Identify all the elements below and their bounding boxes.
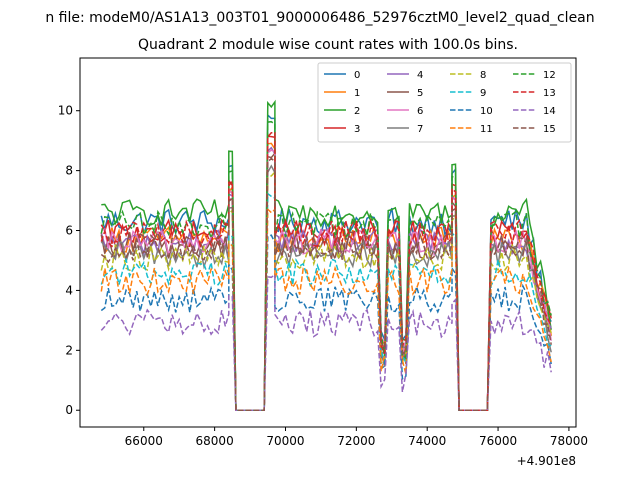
series-line-13 [100, 131, 552, 411]
x-tick-label: 74000 [408, 434, 446, 448]
x-tick-label: 68000 [196, 434, 234, 448]
series-line-10 [100, 234, 552, 411]
y-tick-label: 6 [65, 224, 73, 238]
y-tick-label: 2 [65, 343, 73, 357]
legend-label: 12 [543, 70, 556, 81]
legend-label: 5 [417, 88, 423, 99]
y-tick-label: 0 [65, 403, 73, 417]
y-tick-label: 10 [58, 104, 73, 118]
legend-label: 3 [354, 124, 360, 135]
y-tick-label: 4 [65, 283, 73, 297]
legend-label: 13 [543, 88, 556, 99]
x-offset-label: +4.901e8 [517, 454, 576, 468]
series-line-9 [100, 192, 552, 411]
series-line-15 [100, 157, 552, 411]
legend-label: 7 [417, 124, 423, 135]
legend-label: 10 [480, 106, 493, 117]
legend-box [317, 62, 572, 143]
chart-suptitle: n file: modeM0/AS1A13_003T01_9000006486_… [45, 10, 594, 26]
plot-frame [79, 57, 577, 428]
chart-title: Quadrant 2 module wise count rates with … [138, 37, 518, 53]
y-tick-label: 8 [65, 164, 73, 178]
series-lines [100, 99, 552, 411]
legend-label: 11 [480, 124, 493, 135]
series-line-3 [100, 135, 552, 411]
series-line-11 [100, 207, 552, 411]
legend-label: 6 [417, 106, 423, 117]
legend-label: 4 [417, 70, 423, 81]
legend-label: 2 [354, 106, 360, 117]
x-axis: 66000 68000 70000 72000 74000 76000 78000 [125, 427, 588, 448]
legend-label: 9 [480, 88, 486, 99]
legend-label: 1 [354, 88, 360, 99]
x-tick-label: 78000 [550, 434, 588, 448]
y-axis: 0 2 4 6 8 10 [58, 104, 80, 417]
x-tick-label: 76000 [479, 434, 517, 448]
series-line-8 [100, 170, 552, 411]
x-tick-label: 66000 [125, 434, 163, 448]
legend-label: 8 [480, 70, 486, 81]
legend-label: 0 [354, 70, 360, 81]
x-tick-label: 72000 [337, 434, 375, 448]
legend-label: 15 [543, 124, 556, 135]
legend-label: 14 [543, 106, 556, 117]
x-tick-label: 70000 [266, 434, 304, 448]
